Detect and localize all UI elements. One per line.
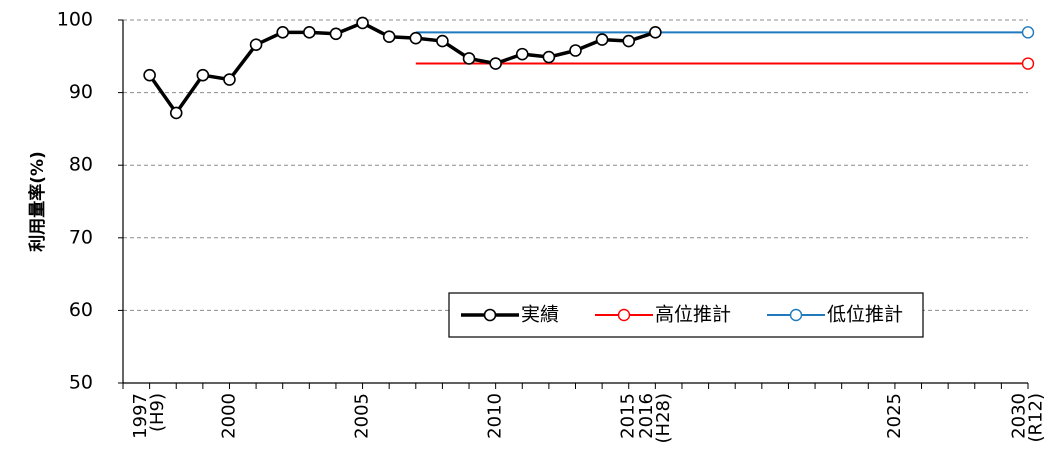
legend-box [448, 292, 924, 338]
data-point [595, 33, 609, 46]
y-tick-label-70: 70 [69, 226, 93, 248]
legend: 実績 高位推計 低位推計 [448, 292, 924, 338]
data-point [542, 50, 556, 64]
data-point [303, 26, 316, 39]
x-tick-label-line: 2015 [618, 393, 639, 439]
data-point [329, 27, 343, 41]
x-tick-label-1997: 1997(H9) [130, 393, 168, 439]
legend-entry-2: 高位推計 [595, 304, 731, 326]
data-point [276, 26, 290, 39]
legend-entry-1: 実績 [461, 304, 559, 326]
data-point [1021, 26, 1035, 39]
y-axis-title: 利用量率(%) [27, 151, 48, 252]
data-point [515, 47, 529, 61]
x-tick-label-line: 2030 [1009, 393, 1030, 439]
series-3 [415, 26, 1035, 39]
data-point [649, 26, 662, 39]
data-point [382, 30, 396, 43]
series-2 [415, 57, 1035, 70]
data-point [489, 57, 502, 70]
x-tick-label-2015: 2015 [618, 393, 639, 439]
y-tick-label-50: 50 [69, 372, 93, 394]
y-tick-labels: 50 60 70 80 90 100 [57, 9, 93, 394]
y-tick-label-100: 100 [57, 9, 93, 31]
data-point [143, 68, 156, 82]
data-point [409, 31, 423, 45]
series-line-1 [148, 21, 656, 115]
data-point [462, 52, 476, 65]
x-tick-label-line: 2000 [218, 393, 239, 439]
x-tick-label-line: 2005 [352, 393, 373, 439]
axes [118, 19, 1029, 389]
legend-label: 実績 [521, 304, 559, 326]
data-point [223, 73, 236, 86]
x-tick-label-2010: 2010 [485, 393, 506, 439]
x-tick-label-2005: 2005 [352, 393, 373, 439]
x-tick-label-line: 1997 [130, 393, 151, 439]
data-point [436, 34, 449, 48]
data-point [196, 68, 210, 82]
data-point [1021, 57, 1035, 70]
x-tick-label-2000: 2000 [218, 393, 239, 439]
x-tick-label-line: 2016 [636, 393, 657, 439]
data-point [169, 106, 183, 120]
data-point [622, 34, 636, 48]
x-tick-label-2030: 2030(R12) [1009, 393, 1047, 442]
y-tick-label-90: 90 [69, 81, 93, 103]
x-tick-label-line: (R12) [1026, 393, 1047, 442]
x-tick-label-line: 2025 [884, 393, 905, 439]
data-point [569, 44, 582, 57]
legend-swatch-marker [483, 308, 497, 322]
data-point [249, 38, 263, 51]
series-1 [143, 16, 662, 120]
x-tick-label-line: (H28) [653, 393, 674, 443]
y-tick-label-80: 80 [69, 154, 93, 176]
legend-entry-3: 低位推計 [767, 304, 903, 326]
legend-label: 低位推計 [827, 304, 903, 326]
legend-label: 高位推計 [655, 304, 731, 326]
y-tick-label-60: 60 [69, 299, 93, 321]
x-tick-label-line: (H9) [147, 393, 168, 432]
data-point [356, 16, 369, 30]
x-tick-label-2016: 2016(H28) [636, 393, 674, 443]
x-tick-label-2025: 2025 [884, 393, 905, 439]
series-lines [143, 16, 1035, 120]
legend-swatch-marker [617, 308, 631, 322]
gridlines [123, 19, 1028, 311]
x-tick-label-line: 2010 [485, 393, 506, 439]
legend-swatch-marker [789, 308, 803, 322]
